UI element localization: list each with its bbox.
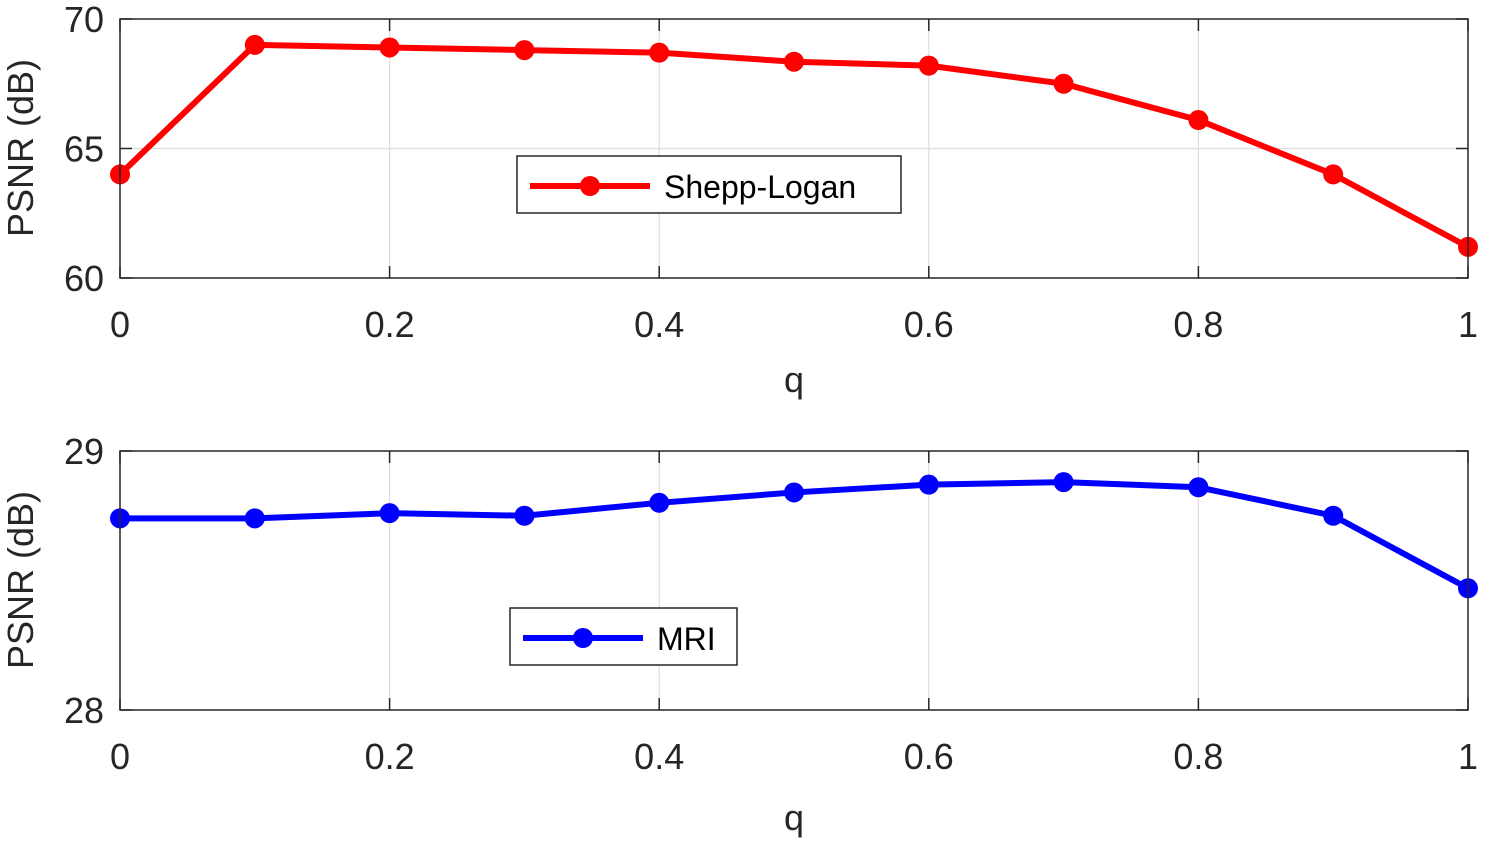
x-tick-label: 0.6 <box>904 304 954 345</box>
top-ticks: 0 0.2 0.4 0.6 0.8 1 60 65 70 <box>64 0 1478 345</box>
legend-marker-swatch <box>580 176 600 196</box>
data-point <box>784 482 804 503</box>
x-tick-label: 1 <box>1458 304 1478 345</box>
top-grid <box>120 19 1468 278</box>
bottom-series <box>110 472 1478 599</box>
data-point <box>649 42 670 63</box>
data-point <box>649 492 670 513</box>
data-point <box>918 474 939 495</box>
data-point <box>784 51 804 72</box>
x-tick-label: 0.2 <box>365 736 415 777</box>
y-tick-label: 60 <box>64 258 104 299</box>
x-tick-label: 1 <box>1458 736 1478 777</box>
x-tick-label: 0 <box>110 736 130 777</box>
data-point <box>379 37 400 58</box>
x-tick-label: 0 <box>110 304 130 345</box>
x-tick-label: 0.8 <box>1173 304 1223 345</box>
data-point <box>1323 164 1344 185</box>
top-y-axis-label: PSNR (dB) <box>0 59 41 237</box>
data-point <box>379 503 400 524</box>
bottom-chart-panel: 0 0.2 0.4 0.6 0.8 1 28 29 q PSNR (dB) MRI <box>0 431 1478 838</box>
bottom-x-axis-label: q <box>784 797 804 838</box>
data-point <box>1053 73 1074 94</box>
x-tick-label: 0.4 <box>634 304 684 345</box>
data-point <box>244 34 265 55</box>
top-legend-label: Shepp-Logan <box>664 169 856 205</box>
legend-marker-swatch <box>573 628 593 648</box>
data-point <box>1053 472 1074 493</box>
top-legend: Shepp-Logan <box>516 155 902 214</box>
data-point <box>1188 477 1209 498</box>
data-point <box>1323 505 1344 526</box>
bottom-y-axis-label: PSNR (dB) <box>0 491 41 669</box>
x-tick-label: 0.8 <box>1173 736 1223 777</box>
top-x-axis-label: q <box>784 359 804 400</box>
y-tick-label: 29 <box>64 431 104 472</box>
data-point <box>244 508 265 529</box>
bottom-axes-box <box>119 450 1469 711</box>
x-tick-label: 0.6 <box>904 736 954 777</box>
top-chart-panel: 0 0.2 0.4 0.6 0.8 1 60 65 70 q PSNR (dB) Shepp-L… <box>0 0 1478 400</box>
data-point <box>514 505 535 526</box>
top-series <box>110 34 1478 257</box>
y-tick-label: 28 <box>64 690 104 731</box>
x-tick-label: 0.4 <box>634 736 684 777</box>
data-point <box>918 55 939 76</box>
bottom-ticks: 0 0.2 0.4 0.6 0.8 1 28 29 <box>64 431 1478 777</box>
bottom-legend: MRI <box>509 607 738 666</box>
x-tick-label: 0.2 <box>365 304 415 345</box>
data-point <box>514 40 535 61</box>
y-tick-label: 65 <box>64 129 104 170</box>
data-point <box>1188 110 1209 131</box>
bottom-legend-label: MRI <box>657 621 716 657</box>
y-tick-label: 70 <box>64 0 104 40</box>
